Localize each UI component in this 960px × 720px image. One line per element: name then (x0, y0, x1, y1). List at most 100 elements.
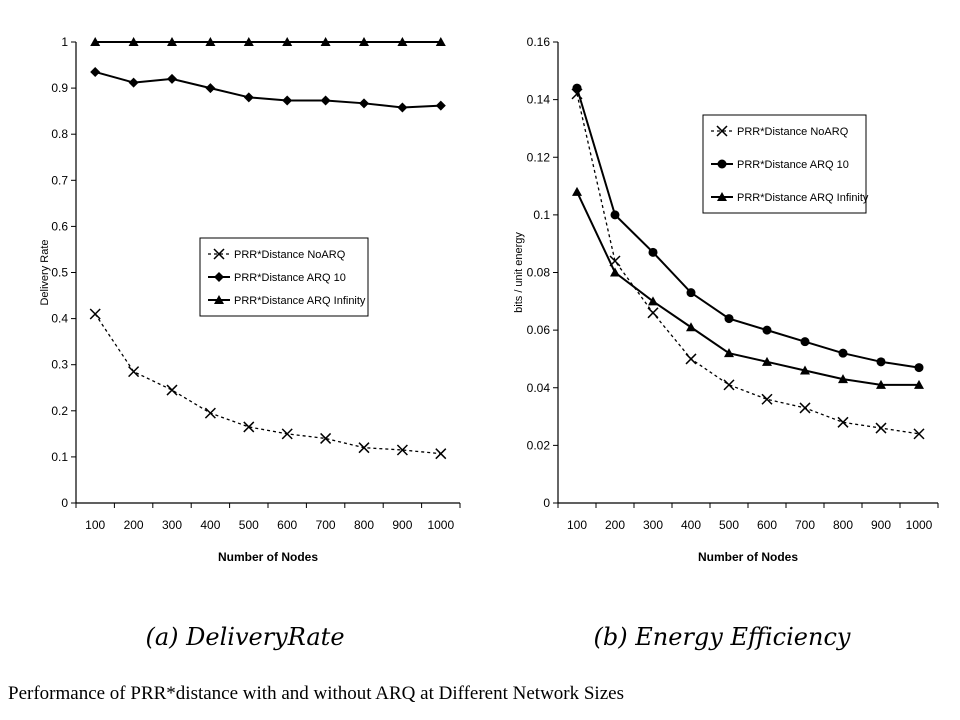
y-tick-label: 0.02 (527, 438, 551, 452)
x-axis-title: Number of Nodes (218, 550, 318, 564)
data-point-diamond (435, 100, 446, 111)
data-point-triangle (243, 37, 254, 46)
legend-marker-circle (717, 159, 727, 169)
data-point-diamond (359, 98, 369, 109)
y-tick-label: 0.1 (51, 450, 68, 464)
x-tick-label: 700 (316, 518, 336, 532)
x-axis-title: Number of Nodes (698, 550, 798, 564)
legend-label: PRR*Distance ARQ Infinity (737, 192, 869, 204)
data-point-x (204, 407, 216, 419)
y-tick-label: 0.12 (527, 150, 551, 164)
y-tick-label: 0.08 (527, 266, 551, 280)
y-tick-label: 0.5 (51, 266, 68, 280)
data-point-x (281, 428, 293, 440)
y-tick-label: 0.4 (51, 312, 68, 326)
data-point-x (243, 421, 255, 433)
chart-energy-efficiency: 0 0.02 0.04 0.06 0.08 0.1 0.12 0.14 0.16 100 200 30… (513, 35, 939, 564)
data-point-x (166, 384, 178, 396)
legend-label: PRR*Distance NoARQ (234, 249, 346, 261)
y-tick-label: 0.6 (51, 219, 68, 233)
data-point-triangle (838, 374, 848, 384)
subcaption-a: (a) DeliveryRate (145, 623, 344, 651)
data-point-circle (800, 337, 810, 347)
x-tick-label: 300 (162, 518, 182, 532)
legend-marker-triangle (214, 295, 224, 304)
data-point-x (875, 422, 887, 434)
data-point-circle (648, 247, 658, 257)
x-tick-label: 400 (200, 518, 220, 532)
x-tick-label: 800 (833, 518, 853, 532)
x-tick-label: 500 (719, 518, 739, 532)
data-point-diamond (282, 95, 293, 106)
data-point-x (647, 307, 659, 319)
data-point-diamond (205, 83, 216, 94)
y-tick-label: 0.14 (527, 93, 551, 107)
data-point-triangle (397, 37, 408, 46)
data-point-triangle (686, 322, 696, 332)
x-tick-label: 1000 (906, 518, 933, 532)
data-point-triangle (359, 37, 369, 46)
data-point-triangle (762, 356, 772, 366)
legend-label: PRR*Distance ARQ 10 (737, 159, 849, 171)
data-point-x (396, 444, 408, 456)
data-point-triangle (800, 365, 810, 375)
data-point-x (723, 379, 735, 391)
y-tick-label: 0.9 (51, 81, 68, 95)
data-point-triangle (572, 186, 582, 196)
data-point-circle (610, 210, 620, 220)
chart-delivery-rate: 0 0.1 0.2 0.3 0.4 0.5 0.6 0.7 0.8 0.9 1 100 200 300 40… (39, 35, 461, 564)
y-tick-label: 0.04 (527, 381, 551, 395)
subcaption-b: (b) Energy Efficiency (594, 623, 851, 651)
data-point-triangle (90, 37, 101, 46)
x-tick-label: 900 (871, 518, 891, 532)
y-tick-label: 0.06 (527, 323, 551, 337)
data-point-triangle (610, 267, 620, 277)
x-tick-label: 600 (277, 518, 297, 532)
y-tick-label: 0.8 (51, 127, 68, 141)
data-point-x (761, 393, 773, 405)
data-point-diamond (243, 92, 254, 103)
data-point-x (913, 428, 925, 440)
legend-marker-x (213, 248, 225, 260)
series-line-x (94, 313, 441, 455)
data-point-x (837, 416, 849, 428)
data-point-triangle (724, 348, 734, 358)
series-line-diamond (94, 71, 441, 109)
data-point-triangle (167, 37, 177, 46)
data-point-diamond (128, 77, 139, 88)
data-point-x (320, 432, 332, 444)
legend-label: PRR*Distance NoARQ (737, 126, 849, 138)
x-tick-label: 1000 (427, 518, 454, 532)
series-line-x (576, 93, 920, 435)
data-point-triangle (648, 296, 658, 306)
data-point-circle (914, 363, 924, 373)
legend-label: PRR*Distance ARQ 10 (234, 272, 346, 284)
data-point-circle (724, 314, 734, 324)
x-tick-label: 800 (354, 518, 374, 532)
data-point-x (435, 448, 447, 460)
legend-marker-triangle (717, 192, 727, 201)
x-tick-label: 100 (567, 518, 587, 532)
data-point-triangle (282, 37, 293, 46)
x-tick-label: 300 (643, 518, 663, 532)
data-point-diamond (397, 102, 408, 113)
series-line-triangle (576, 191, 919, 386)
data-point-triangle (435, 37, 446, 46)
data-point-x (128, 366, 140, 378)
data-point-circle (686, 288, 696, 298)
data-point-triangle (205, 37, 216, 46)
x-tick-label: 700 (795, 518, 815, 532)
data-point-diamond (167, 73, 177, 84)
data-point-diamond (320, 95, 331, 106)
data-point-circle (762, 325, 772, 335)
y-tick-label: 0.3 (51, 358, 68, 372)
data-point-diamond (90, 66, 101, 77)
x-tick-label: 600 (757, 518, 777, 532)
legend-marker-x (716, 125, 728, 137)
data-point-triangle (320, 37, 331, 46)
y-tick-label: 0 (543, 496, 550, 510)
data-point-x (89, 308, 101, 320)
data-point-triangle (876, 379, 886, 389)
data-point-x (685, 353, 697, 365)
